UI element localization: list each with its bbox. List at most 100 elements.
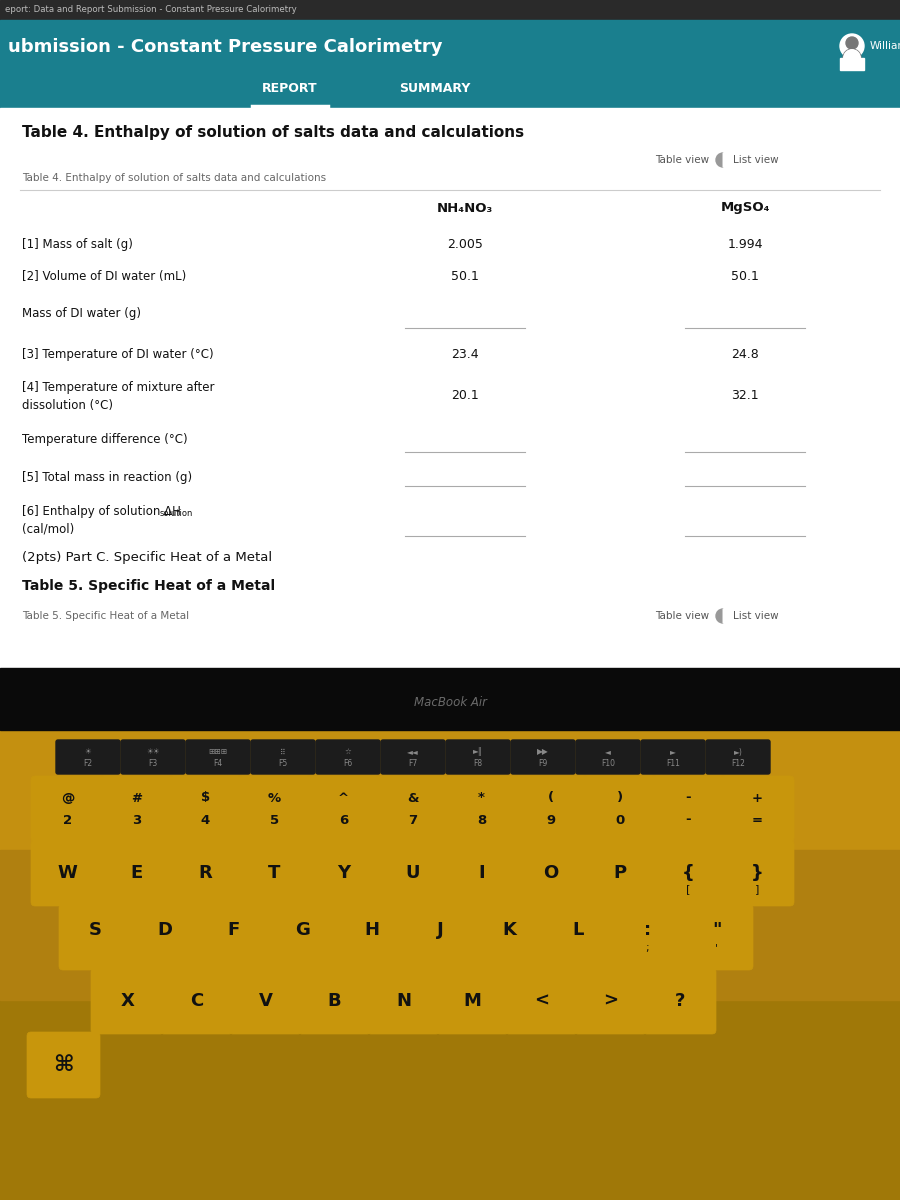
Text: Y: Y (337, 864, 350, 882)
Text: B: B (328, 992, 341, 1010)
FancyBboxPatch shape (335, 904, 408, 970)
Circle shape (846, 37, 858, 49)
Text: P: P (613, 864, 626, 882)
Bar (0, 0, 900, 668)
Text: -: - (686, 792, 691, 804)
FancyBboxPatch shape (197, 904, 270, 970)
Wedge shape (716, 152, 723, 167)
Text: Table 4. Enthalpy of solution of salts data and calculations: Table 4. Enthalpy of solution of salts d… (22, 125, 524, 139)
Text: ubmission - Constant Pressure Calorimetry: ubmission - Constant Pressure Calorimetr… (8, 38, 443, 56)
Text: F3: F3 (148, 760, 157, 768)
Text: ^: ^ (338, 792, 349, 804)
Text: %: % (268, 792, 281, 804)
FancyBboxPatch shape (169, 840, 242, 906)
Text: H: H (364, 922, 379, 938)
FancyBboxPatch shape (121, 740, 185, 774)
Text: 0: 0 (615, 814, 624, 827)
FancyBboxPatch shape (680, 904, 753, 970)
Text: M: M (464, 992, 482, 1010)
Text: $: $ (201, 792, 210, 804)
Text: F12: F12 (731, 760, 745, 768)
Bar (0, 850, 900, 1000)
Text: Table view: Table view (655, 155, 709, 164)
Bar (840, 58, 864, 70)
Bar (0, 730, 900, 1200)
Text: William: William (870, 41, 900, 50)
Text: ⌘: ⌘ (53, 1055, 74, 1075)
Text: 20.1: 20.1 (451, 389, 479, 402)
Text: 50.1: 50.1 (451, 270, 479, 283)
Text: <: < (534, 992, 549, 1010)
Text: N: N (396, 992, 411, 1010)
FancyBboxPatch shape (643, 968, 716, 1034)
Text: 1.994: 1.994 (727, 238, 763, 251)
Bar (0, 668, 900, 730)
Text: F: F (228, 922, 239, 938)
Text: L: L (572, 922, 584, 938)
FancyBboxPatch shape (721, 840, 794, 906)
Text: ▶▶: ▶▶ (537, 748, 549, 756)
Text: (: ( (547, 792, 553, 804)
Bar (0, 20, 900, 72)
Text: ⊞⊞⊞: ⊞⊞⊞ (209, 748, 228, 756)
Wedge shape (716, 608, 723, 623)
FancyBboxPatch shape (446, 740, 510, 774)
Text: REPORT: REPORT (262, 82, 318, 95)
FancyBboxPatch shape (376, 840, 449, 906)
Text: [5] Total mass in reaction (g): [5] Total mass in reaction (g) (22, 470, 192, 484)
Text: [2] Volume of DI water (mL): [2] Volume of DI water (mL) (22, 270, 186, 283)
Text: +: + (752, 792, 763, 804)
FancyBboxPatch shape (27, 1032, 100, 1098)
Text: ": " (712, 922, 721, 938)
FancyBboxPatch shape (160, 968, 233, 1034)
Text: dissolution (°C): dissolution (°C) (22, 398, 113, 412)
Circle shape (843, 49, 861, 67)
FancyBboxPatch shape (100, 776, 173, 842)
Text: E: E (130, 864, 142, 882)
Text: @: @ (61, 792, 74, 804)
Text: G: G (295, 922, 310, 938)
Text: ;: ; (645, 943, 649, 953)
Text: List view: List view (733, 611, 778, 622)
Text: [4] Temperature of mixture after: [4] Temperature of mixture after (22, 380, 214, 394)
Text: [3] Temperature of DI water (°C): [3] Temperature of DI water (°C) (22, 348, 213, 361)
FancyBboxPatch shape (169, 776, 242, 842)
FancyBboxPatch shape (721, 776, 794, 842)
FancyBboxPatch shape (473, 904, 546, 970)
FancyBboxPatch shape (251, 740, 315, 774)
FancyBboxPatch shape (542, 904, 615, 970)
Text: J: J (437, 922, 444, 938)
FancyBboxPatch shape (298, 968, 371, 1034)
FancyBboxPatch shape (514, 776, 587, 842)
Text: (cal/mol): (cal/mol) (22, 522, 74, 535)
Text: solution: solution (159, 509, 194, 517)
FancyBboxPatch shape (514, 840, 587, 906)
Text: [6] Enthalpy of solution ΔH: [6] Enthalpy of solution ΔH (22, 504, 181, 517)
Text: [: [ (686, 884, 691, 894)
FancyBboxPatch shape (652, 776, 725, 842)
Text: eport: Data and Report Submission - Constant Pressure Calorimetry: eport: Data and Report Submission - Cons… (5, 6, 297, 14)
Text: C: C (190, 992, 203, 1010)
Circle shape (843, 49, 861, 67)
Text: Mass of DI water (g): Mass of DI water (g) (22, 307, 141, 320)
Text: Table 5. Specific Heat of a Metal: Table 5. Specific Heat of a Metal (22, 578, 275, 593)
FancyBboxPatch shape (229, 968, 302, 1034)
Text: O: O (543, 864, 558, 882)
Text: 9: 9 (546, 814, 555, 827)
Text: ◄◄: ◄◄ (407, 748, 418, 756)
Text: 23.4: 23.4 (451, 348, 479, 361)
Text: F5: F5 (278, 760, 288, 768)
Text: :: : (644, 922, 651, 938)
Text: Temperature difference (°C): Temperature difference (°C) (22, 433, 187, 446)
Text: ►: ► (670, 748, 676, 756)
Wedge shape (723, 608, 730, 623)
Text: (2pts) Part C. Specific Heat of a Metal: (2pts) Part C. Specific Heat of a Metal (22, 552, 272, 564)
Text: 2.005: 2.005 (447, 238, 483, 251)
Text: F6: F6 (344, 760, 353, 768)
Circle shape (840, 34, 864, 58)
Text: V: V (258, 992, 273, 1010)
Text: T: T (268, 864, 281, 882)
Text: ►): ►) (734, 748, 742, 756)
Bar (0, 730, 900, 850)
FancyBboxPatch shape (91, 968, 164, 1034)
